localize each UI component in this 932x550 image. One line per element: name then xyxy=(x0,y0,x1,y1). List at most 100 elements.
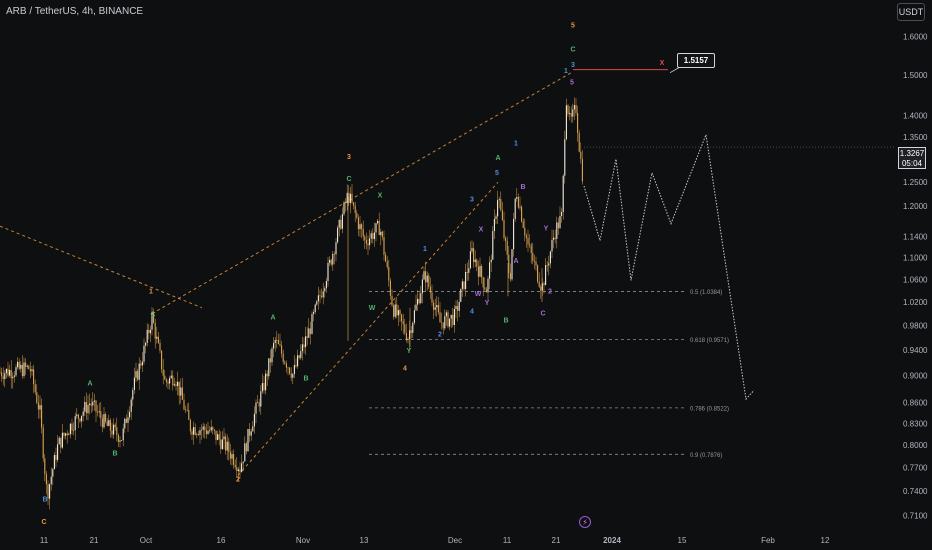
candle-body xyxy=(391,295,393,306)
candle-body xyxy=(149,329,151,334)
candle-body xyxy=(292,373,294,378)
candle-body xyxy=(63,432,65,436)
candle-body xyxy=(479,265,481,277)
candle-body xyxy=(485,289,487,293)
candle-body xyxy=(237,469,239,472)
candle-body xyxy=(135,371,137,378)
x-tick-label: 21 xyxy=(552,536,561,545)
candle-body xyxy=(415,304,417,311)
candle-body xyxy=(20,364,22,369)
candle-body xyxy=(418,298,420,304)
candle-body xyxy=(25,362,27,367)
wave-label: 2 xyxy=(548,288,552,295)
candle-body xyxy=(541,283,543,291)
candle-body xyxy=(266,373,268,377)
candle-body xyxy=(581,159,583,182)
wave-label: Y xyxy=(407,348,412,355)
candle-body xyxy=(562,175,564,213)
candle-body xyxy=(210,427,212,431)
candle-body xyxy=(580,151,582,160)
wave-label: 3 xyxy=(470,196,474,203)
candle-body xyxy=(306,336,308,338)
candle-body xyxy=(98,411,100,413)
candle-body xyxy=(361,224,363,229)
candle-body xyxy=(508,254,510,273)
last-price-value: 1.3267 xyxy=(899,149,925,158)
candle-body xyxy=(543,283,545,286)
candle-body xyxy=(522,221,524,228)
candle-body xyxy=(332,253,334,265)
candle-body xyxy=(87,404,89,414)
wave-label: C xyxy=(150,312,155,319)
candle-body xyxy=(79,418,81,422)
candle-body xyxy=(577,113,579,134)
currency-button[interactable]: USDT xyxy=(897,3,925,21)
candle-body xyxy=(39,405,41,410)
candle-body xyxy=(116,427,118,436)
candle-body xyxy=(482,277,484,288)
candle-body xyxy=(165,379,167,382)
candle-body xyxy=(74,416,76,431)
candle-body xyxy=(525,235,527,238)
candle-body xyxy=(353,202,355,206)
candle-body xyxy=(434,307,436,310)
y-tick-label: 1.3500 xyxy=(903,133,928,142)
candle-body xyxy=(314,304,316,313)
candle-body xyxy=(41,405,43,428)
candle-body xyxy=(127,417,129,423)
candle-body xyxy=(301,344,303,352)
candle-body xyxy=(324,288,326,292)
fib-level-label: 0.9 (0.7876) xyxy=(690,453,722,459)
wave-label: 2 xyxy=(438,331,442,338)
last-price-tag: 1.3267 05:04 xyxy=(898,147,926,169)
candle-body xyxy=(45,473,47,485)
candle-body xyxy=(181,387,183,400)
candle-body xyxy=(68,434,70,436)
candle-body xyxy=(293,365,295,374)
candle-body xyxy=(218,434,220,440)
y-tick-label: 0.8300 xyxy=(903,419,928,428)
wave-label: C xyxy=(346,176,351,183)
candle-body xyxy=(386,261,388,267)
candle-body xyxy=(569,113,571,114)
candle-body xyxy=(425,271,427,283)
candle-body xyxy=(319,295,321,297)
candle-body xyxy=(153,312,155,323)
candle-body xyxy=(509,272,511,280)
candle-body xyxy=(433,302,435,310)
candle-body xyxy=(436,305,438,308)
candle-body xyxy=(106,421,108,426)
lightning-icon[interactable]: ⚡ xyxy=(579,516,591,528)
candle-body xyxy=(178,381,180,396)
candle-body xyxy=(300,351,302,358)
projection-path xyxy=(583,132,755,401)
candle-body xyxy=(463,281,465,290)
channel-line xyxy=(151,71,574,315)
candle-body xyxy=(367,243,369,246)
candle-body xyxy=(405,332,407,341)
candle-body xyxy=(159,342,161,351)
candle-body xyxy=(501,210,503,220)
candle-body xyxy=(44,458,46,474)
candle-body xyxy=(188,410,190,420)
y-tick-label: 0.8600 xyxy=(903,399,928,408)
candle-body xyxy=(461,281,463,289)
y-tick-label: 1.1000 xyxy=(903,253,928,262)
candle-body xyxy=(148,329,150,334)
candle-body xyxy=(217,434,219,440)
candle-body xyxy=(322,291,324,298)
candle-body xyxy=(201,429,203,431)
candle-body xyxy=(154,322,156,339)
candle-body xyxy=(298,355,300,358)
candle-body xyxy=(389,280,391,296)
y-tick-label: 1.1400 xyxy=(903,232,928,241)
candle-body xyxy=(565,105,567,140)
candle-body xyxy=(356,212,358,218)
candle-body xyxy=(85,402,87,414)
wave-label: C xyxy=(41,519,46,526)
y-tick-label: 1.2000 xyxy=(903,202,928,211)
candle-body xyxy=(255,402,257,414)
candle-body xyxy=(570,113,572,117)
price-annotation[interactable]: 1.5157 xyxy=(677,53,715,68)
